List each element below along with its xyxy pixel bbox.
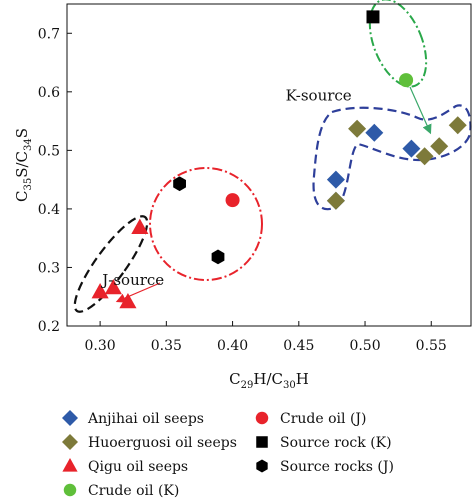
y-axis-label: C35S/C34S (13, 128, 34, 202)
legend-marker-crude-oil-j (255, 411, 269, 425)
plot-frame (66, 3, 472, 327)
j-source-label: J-source (100, 271, 164, 289)
point-source-rocks-j (211, 249, 225, 265)
k-arrow (409, 86, 432, 135)
legend-label-source-rocks-j: Source rocks (J) (280, 459, 394, 475)
legend: Anjihai oil seeps Huoerguosi oil seeps Qig… (62, 410, 394, 499)
point-huoerguosi-oil-seeps (326, 191, 345, 210)
x-axis-ticks: 0.30 0.35 0.40 0.45 0.50 0.55 (85, 321, 447, 354)
legend-marker-crude-oil-k (63, 483, 77, 497)
point-crude-oil-k (399, 73, 414, 88)
point-anjihai-oil-seeps (402, 139, 421, 158)
legend-label-huoerguosi-oil-seeps: Huoerguosi oil seeps (88, 435, 237, 451)
legend-label-crude-oil-k: Crude oil (K) (88, 483, 179, 499)
k-group-outline (312, 104, 472, 211)
legend-label-anjihai-oil-seeps: Anjihai oil seeps (87, 411, 204, 427)
legend-label-source-rock-k: Source rock (K) (280, 435, 392, 451)
x-tick-label: 0.55 (416, 338, 447, 354)
y-tick-label: 0.2 (38, 319, 60, 335)
j-source-circle (149, 167, 263, 281)
legend-marker-qigu-oil-seeps (62, 458, 78, 472)
point-source-rocks-j (173, 176, 186, 192)
legend-marker-source-rocks-j (256, 459, 268, 473)
k-source-ellipse (368, 0, 428, 88)
data-marks (91, 10, 467, 309)
x-tick-label: 0.50 (349, 338, 380, 354)
point-crude-oil-j (225, 193, 240, 208)
legend-marker-huoerguosi-oil-seeps (62, 434, 78, 450)
y-axis-ticks: 0.2 0.3 0.4 0.5 0.6 0.7 (38, 26, 72, 335)
j-group-ellipse (73, 215, 149, 313)
group-outlines (73, 0, 472, 313)
k-source-label: K-source (286, 87, 352, 105)
y-tick-label: 0.7 (38, 26, 60, 42)
legend-marker-anjihai-oil-seeps (62, 410, 78, 426)
point-huoerguosi-oil-seeps (430, 137, 449, 156)
y-tick-label: 0.4 (38, 202, 60, 218)
j-arrow (115, 282, 161, 303)
point-qigu-oil-seeps (104, 278, 122, 295)
point-huoerguosi-oil-seeps (348, 119, 367, 138)
x-tick-label: 0.35 (151, 338, 182, 354)
point-huoerguosi-oil-seeps (415, 147, 434, 166)
point-huoerguosi-oil-seeps (448, 116, 467, 135)
point-source-rock-k (366, 10, 380, 24)
legend-label-crude-oil-j: Crude oil (J) (280, 411, 367, 427)
point-anjihai-oil-seeps (365, 123, 384, 142)
y-tick-label: 0.3 (38, 260, 60, 276)
y-tick-label: 0.5 (38, 143, 60, 159)
x-tick-label: 0.40 (217, 338, 248, 354)
point-qigu-oil-seeps (119, 292, 137, 309)
x-tick-label: 0.45 (283, 338, 314, 354)
y-tick-label: 0.6 (38, 85, 60, 101)
legend-label-qigu-oil-seeps: Qigu oil seeps (88, 459, 188, 475)
legend-marker-source-rock-k (256, 436, 268, 448)
point-qigu-oil-seeps (91, 283, 109, 299)
x-axis-label: C29H/C30H (229, 370, 309, 391)
point-qigu-oil-seeps (131, 218, 149, 234)
x-tick-label: 0.30 (85, 338, 116, 354)
point-anjihai-oil-seeps (326, 170, 345, 189)
